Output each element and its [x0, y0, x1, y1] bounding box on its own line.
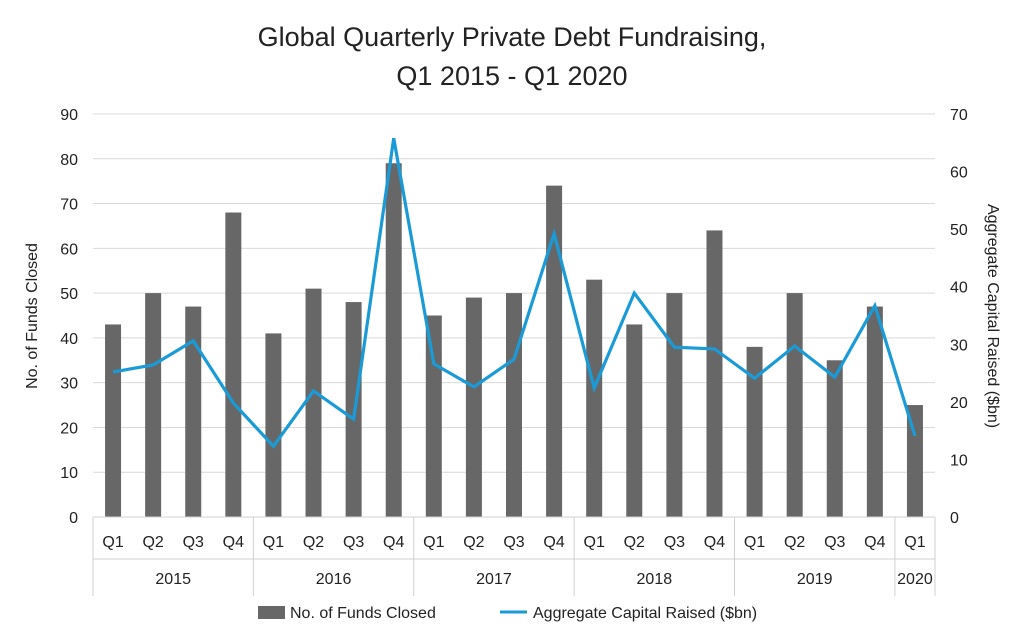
x-tick-label: Q1: [744, 534, 765, 551]
y-right-tick-label: 50: [950, 222, 968, 239]
bar: [666, 293, 682, 517]
x-group-label: 2016: [316, 571, 352, 588]
y-right-tick-label: 70: [950, 107, 968, 124]
bar: [306, 289, 322, 517]
bar-series: [105, 163, 923, 517]
x-tick-label: Q2: [784, 534, 805, 551]
x-tick-label: Q3: [343, 534, 364, 551]
legend-bar-label: No. of Funds Closed: [290, 605, 436, 622]
bar: [867, 307, 883, 517]
x-tick-label: Q2: [624, 534, 645, 551]
y-right-tick-label: 60: [950, 165, 968, 182]
y-left-tick-label: 30: [60, 376, 78, 393]
x-tick-label: Q1: [423, 534, 444, 551]
y-left-tick-label: 80: [60, 152, 78, 169]
bar: [105, 324, 121, 517]
bar: [265, 333, 281, 517]
x-tick-label: Q3: [183, 534, 204, 551]
x-group-label: 2020: [897, 571, 933, 588]
bar: [586, 280, 602, 517]
y-left-tick-label: 70: [60, 197, 78, 214]
x-group-label: 2019: [797, 571, 833, 588]
y-axis-right-label: Aggregate Capital Raised ($bn): [984, 204, 1001, 428]
bar: [706, 230, 722, 517]
y-left-tick-label: 10: [60, 465, 78, 482]
x-tick-label: Q1: [102, 534, 123, 551]
x-tick-label: Q4: [223, 534, 244, 551]
x-tick-label: Q2: [142, 534, 163, 551]
x-group-label: 2017: [476, 571, 512, 588]
y-right-tick-label: 30: [950, 337, 968, 354]
y-left-tick-label: 20: [60, 420, 78, 437]
bar: [185, 307, 201, 517]
bar: [506, 293, 522, 517]
y-right-tick-label: 40: [950, 280, 968, 297]
x-tick-label: Q4: [704, 534, 725, 551]
x-tick-label: Q3: [664, 534, 685, 551]
y-right-tick-label: 10: [950, 452, 968, 469]
x-tick-label: Q1: [263, 534, 284, 551]
x-tick-label: Q4: [383, 534, 404, 551]
y-left-tick-label: 50: [60, 286, 78, 303]
x-tick-label: Q2: [463, 534, 484, 551]
y-left-tick-label: 90: [60, 107, 78, 124]
x-tick-label: Q1: [904, 534, 925, 551]
legend: No. of Funds Closed Aggregate Capital Ra…: [258, 605, 757, 622]
x-tick-label: Q1: [584, 534, 605, 551]
y-right-tick-label: 0: [950, 510, 959, 527]
x-tick-label: Q4: [543, 534, 564, 551]
x-group-label: 2018: [637, 571, 673, 588]
bar: [225, 213, 241, 517]
y-right-tick-label: 20: [950, 395, 968, 412]
x-group-label: 2015: [155, 571, 191, 588]
chart-title-line2: Q1 2015 - Q1 2020: [396, 61, 627, 91]
bar: [386, 163, 402, 517]
bar: [827, 360, 843, 517]
bar: [787, 293, 803, 517]
bar: [145, 293, 161, 517]
y-left-tick-label: 60: [60, 241, 78, 258]
bar: [426, 316, 442, 518]
x-tick-label: Q3: [824, 534, 845, 551]
x-tick-label: Q2: [303, 534, 324, 551]
legend-bar-swatch: [258, 606, 285, 619]
x-tick-label: Q3: [503, 534, 524, 551]
y-left-tick-label: 40: [60, 331, 78, 348]
y-axis-left-label: No. of Funds Closed: [24, 243, 41, 389]
x-tick-label: Q4: [864, 534, 885, 551]
bar: [626, 324, 642, 517]
y-left-tick-label: 0: [69, 510, 78, 527]
chart-title-line1: Global Quarterly Private Debt Fundraisin…: [258, 22, 767, 52]
legend-line-label: Aggregate Capital Raised ($bn): [533, 605, 757, 622]
bar: [466, 298, 482, 517]
